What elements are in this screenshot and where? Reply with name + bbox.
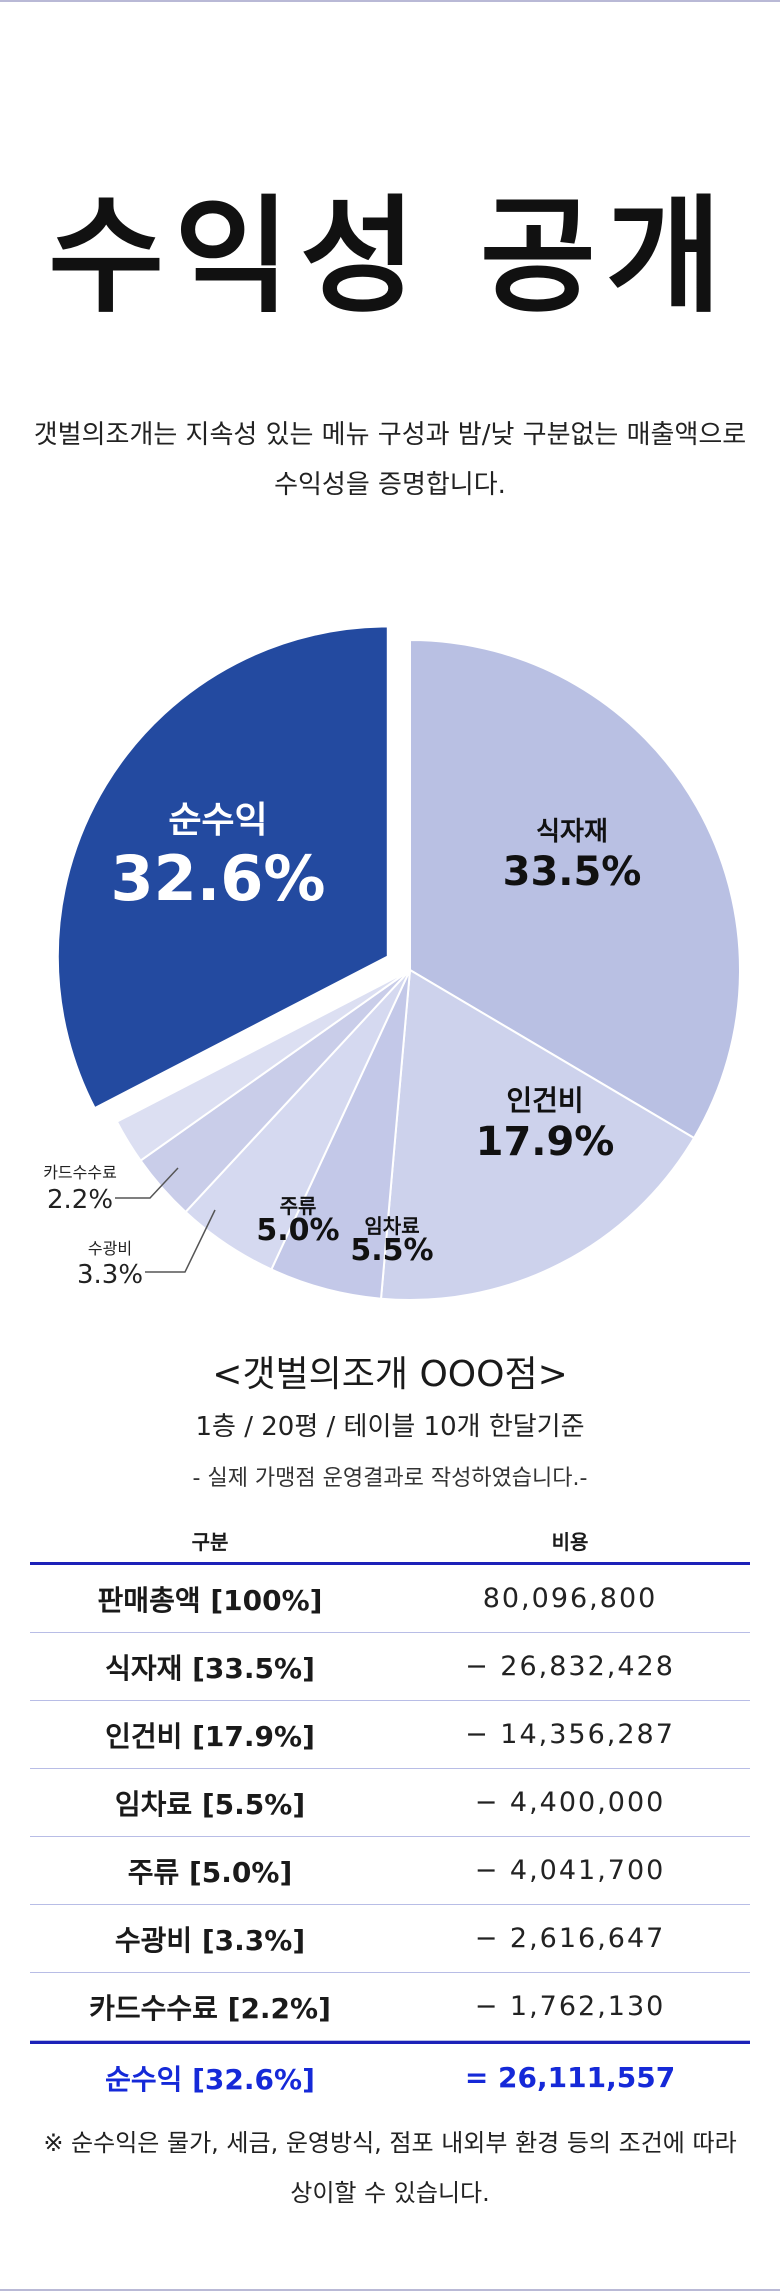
table-row: 주류 [5.0%] − 4,041,700 [30, 1837, 750, 1905]
table-header: 구분 비용 [30, 1518, 750, 1565]
row-amount: − 14,356,287 [465, 1719, 675, 1750]
row-item: 수광비 [3.3%] [114, 1923, 306, 1957]
store-description: 1층 / 20평 / 테이블 10개 한달기준 [195, 1412, 585, 1442]
row-item: 인건비 [17.9%] [105, 1719, 315, 1753]
table-row: 인건비 [17.9%] − 14,356,287 [30, 1701, 750, 1769]
label-value-3: 5.0% [256, 1213, 339, 1248]
pie-slice-6 [56, 625, 389, 1110]
row-item: 카드수수료 [2.2%] [89, 1991, 331, 2025]
total-row: 순수익 [32.6%] = 26,111,557 [30, 2041, 750, 2111]
label-name-4: 수광비 [88, 1239, 132, 1258]
label-name-1: 인건비 [506, 1084, 583, 1117]
cost-table: 구분 비용 판매총액 [100%] 80,096,800 식자재 [33.5%]… [30, 1518, 750, 2111]
label-value-5: 2.2% [47, 1185, 113, 1215]
header-cost: 비용 [551, 1529, 589, 1554]
table-row: 수광비 [3.3%] − 2,616,647 [30, 1905, 750, 1973]
row-item: 주류 [5.0%] [127, 1855, 293, 1889]
header-category: 구분 [191, 1529, 229, 1554]
table-row: 임차료 [5.5%] − 4,400,000 [30, 1769, 750, 1837]
store-name: <갯벌의조개 OOO점> [212, 1354, 568, 1395]
pie-slice-0 [409, 638, 741, 1140]
table-row: 판매총액 [100%] 80,096,800 [30, 1565, 750, 1633]
leader-line-4 [145, 1209, 216, 1273]
row-amount: − 2,616,647 [474, 1923, 666, 1954]
row-amount: − 4,400,000 [474, 1787, 666, 1818]
store-note: - 실제 가맹점 운영결과로 작성하였습니다.- [192, 1466, 588, 1491]
intro-text: 갯벌의조개는 지속성 있는 메뉴 구성과 밤/낮 구분없는 매출액으로 수익성을… [33, 420, 747, 500]
top-border [0, 0, 780, 2]
bottom-border [0, 2289, 780, 2291]
label-value-0: 33.5% [503, 849, 642, 895]
label-name-5: 카드수수료 [43, 1163, 117, 1182]
label-value-1: 17.9% [476, 1119, 615, 1165]
leader-line-5 [115, 1167, 179, 1199]
total-amount: = 26,111,557 [464, 2061, 676, 2094]
pie-slice-1 [379, 968, 696, 1300]
row-item: 식자재 [33.5%] [105, 1651, 315, 1685]
total-item: 순수익 [32.6%] [105, 2062, 315, 2096]
row-amount: 80,096,800 [482, 1583, 658, 1614]
pie-slice-5 [115, 969, 411, 1162]
page-title: 수익성 공개 [48, 182, 732, 330]
label-name-6: 순수익 [168, 800, 267, 841]
label-name-3: 주류 [280, 1194, 317, 1218]
row-amount: − 1,762,130 [474, 1991, 666, 2022]
label-value-6: 32.6% [110, 842, 325, 915]
row-item: 판매총액 [100%] [97, 1583, 323, 1617]
label-value-4: 3.3% [77, 1260, 143, 1290]
row-amount: − 26,832,428 [465, 1651, 675, 1682]
table-row: 식자재 [33.5%] − 26,832,428 [30, 1633, 750, 1701]
footnote: ※ 순수익은 물가, 세금, 운영방식, 점포 내외부 환경 등의 조건에 따라… [43, 2129, 737, 2207]
table-row: 카드수수료 [2.2%] − 1,762,130 [30, 1973, 750, 2041]
label-name-0: 식자재 [536, 817, 608, 847]
row-amount: − 4,041,700 [474, 1855, 666, 1886]
row-item: 임차료 [5.5%] [114, 1787, 306, 1821]
label-value-2: 5.5% [350, 1233, 433, 1268]
label-name-2: 임차료 [364, 1214, 419, 1238]
